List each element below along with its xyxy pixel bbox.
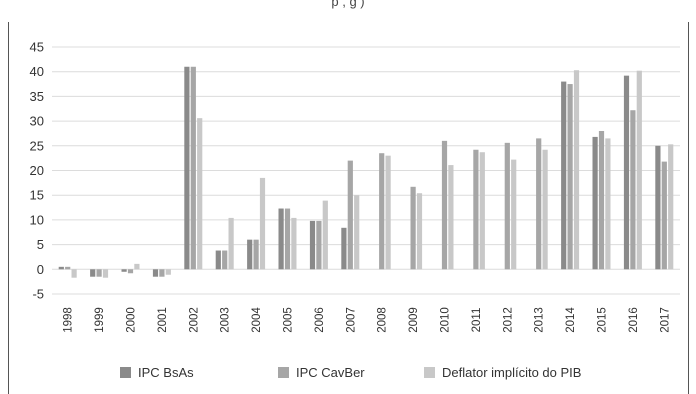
chart-frame	[8, 22, 689, 394]
bar-deflator-impl-cito-do-pib-2001	[165, 269, 171, 275]
bar-ipc-bsas-2015	[592, 136, 598, 270]
bar-deflator-impl-cito-do-pib-2012	[511, 159, 517, 270]
x-tick-label: 2013	[534, 307, 546, 333]
y-tick-label: -5	[32, 287, 44, 302]
bar-deflator-impl-cito-do-pib-1998	[71, 269, 77, 278]
bar-ipc-cavber-1998	[65, 266, 71, 270]
y-tick-label: 40	[30, 64, 44, 79]
bar-ipc-cavber-2015	[598, 130, 605, 270]
bar-deflator-impl-cito-do-pib-2013	[542, 149, 548, 270]
bar-ipc-cavber-2002	[190, 66, 196, 270]
bar-deflator-impl-cito-do-pib-1999	[102, 269, 109, 278]
bar-ipc-bsas-2014	[561, 81, 567, 270]
bar-ipc-bsas-2000	[121, 269, 127, 272]
y-tick-label: 10	[30, 212, 44, 227]
bar-ipc-bsas-1998	[58, 266, 64, 270]
bar-ipc-cavber-2017	[661, 161, 667, 270]
bar-ipc-cavber-2016	[630, 110, 636, 270]
bar-ipc-bsas-2005	[278, 208, 284, 270]
y-tick-label: 0	[37, 262, 44, 277]
y-tick-label: 15	[30, 188, 44, 203]
x-tick-label: 1998	[63, 307, 75, 333]
bar-ipc-bsas-2003	[215, 250, 221, 270]
bar-deflator-impl-cito-do-pib-2004	[259, 177, 266, 270]
x-tick-label: 2014	[565, 307, 577, 333]
x-tick-label: 2012	[502, 307, 514, 333]
x-tick-label: 2007	[345, 307, 357, 333]
x-tick-label: 2002	[188, 307, 200, 333]
x-tick-label: 2006	[314, 307, 326, 333]
bar-ipc-cavber-2013	[536, 138, 542, 270]
bar-ipc-cavber-2007	[347, 160, 353, 270]
bar-deflator-impl-cito-do-pib-2015	[605, 138, 611, 270]
legend-label: IPC BsAs	[138, 364, 194, 380]
bar-ipc-cavber-1999	[96, 269, 102, 277]
y-tick-label: 25	[30, 138, 44, 153]
x-tick-label: 2000	[126, 307, 138, 333]
bar-deflator-impl-cito-do-pib-2014	[573, 70, 580, 270]
bar-ipc-cavber-2003	[222, 250, 228, 270]
bar-deflator-impl-cito-do-pib-2007	[354, 195, 360, 270]
x-tick-label: 2017	[659, 307, 671, 333]
legend-label: Deflator implícito do PIB	[442, 364, 582, 380]
bar-ipc-bsas-1999	[90, 269, 96, 277]
y-tick-label: 45	[30, 40, 44, 55]
bar-ipc-cavber-2001	[159, 269, 165, 277]
x-tick-label: 2001	[157, 307, 169, 333]
legend-item: Deflator implícito do PIB	[424, 360, 581, 384]
bar-ipc-cavber-2012	[504, 142, 510, 270]
bar-deflator-impl-cito-do-pib-2010	[448, 165, 454, 270]
x-tick-label: 2008	[377, 307, 389, 333]
x-tick-label: 2016	[628, 307, 640, 333]
bar-chart: -5 0 5 10 15 20 25 30 35 40 45 1998 1999 2000 2001 2002…	[30, 40, 680, 333]
x-tick-label: 2010	[440, 307, 452, 333]
bar-ipc-cavber-2005	[284, 208, 291, 270]
bar-ipc-bsas-2001	[152, 269, 159, 277]
bar-ipc-bsas-2006	[309, 220, 316, 270]
bar-deflator-impl-cito-do-pib-2006	[322, 200, 328, 270]
bar-deflator-impl-cito-do-pib-2017	[668, 144, 674, 270]
bar-deflator-impl-cito-do-pib-2016	[636, 70, 642, 270]
chart-title-fragment: p , g )	[331, 0, 365, 9]
legend-item: IPC CavBer	[278, 360, 365, 384]
bar-deflator-impl-cito-do-pib-2005	[291, 217, 297, 270]
bar-deflator-impl-cito-do-pib-2011	[479, 152, 485, 270]
legend-item: IPC BsAs	[120, 360, 194, 384]
bar-deflator-impl-cito-do-pib-2000	[134, 263, 140, 270]
y-tick-label: 5	[37, 237, 44, 252]
bar-ipc-cavber-2006	[316, 220, 322, 270]
legend-label: IPC CavBer	[296, 364, 365, 380]
y-tick-label: 20	[30, 163, 44, 178]
bar-ipc-cavber-2000	[127, 269, 134, 274]
bar-deflator-impl-cito-do-pib-2009	[416, 193, 423, 270]
bar-ipc-bsas-2007	[341, 227, 347, 270]
bar-ipc-bsas-2002	[184, 66, 190, 270]
bar-ipc-cavber-2004	[253, 239, 259, 270]
bar-deflator-impl-cito-do-pib-2003	[228, 217, 234, 270]
bar-ipc-cavber-2014	[567, 84, 573, 270]
legend: IPC BsAs IPC CavBer Deflator implícito do …	[0, 360, 696, 384]
bar-ipc-cavber-2011	[473, 149, 479, 270]
bar-deflator-impl-cito-do-pib-2002	[197, 118, 203, 270]
bar-ipc-cavber-2009	[410, 186, 416, 270]
bar-ipc-cavber-2008	[379, 153, 385, 270]
legend-swatch	[278, 366, 289, 378]
bar-ipc-bsas-2004	[247, 239, 253, 270]
legend-swatch	[424, 366, 435, 378]
x-tick-label: 2004	[251, 307, 263, 333]
bar-deflator-impl-cito-do-pib-2008	[385, 155, 391, 270]
x-tick-label: 2005	[283, 307, 295, 333]
x-tick-label: 2011	[471, 308, 483, 333]
x-tick-label: 2003	[220, 307, 232, 333]
bar-ipc-cavber-2010	[441, 140, 448, 270]
x-tick-label: 2009	[408, 307, 420, 333]
bar-ipc-bsas-2016	[623, 75, 630, 270]
y-tick-label: 35	[30, 89, 44, 104]
y-tick-label: 30	[30, 114, 44, 129]
legend-swatch	[120, 366, 131, 378]
x-tick-label: 2015	[597, 307, 609, 333]
bar-ipc-bsas-2017	[655, 145, 661, 270]
x-tick-label: 1999	[94, 307, 106, 333]
